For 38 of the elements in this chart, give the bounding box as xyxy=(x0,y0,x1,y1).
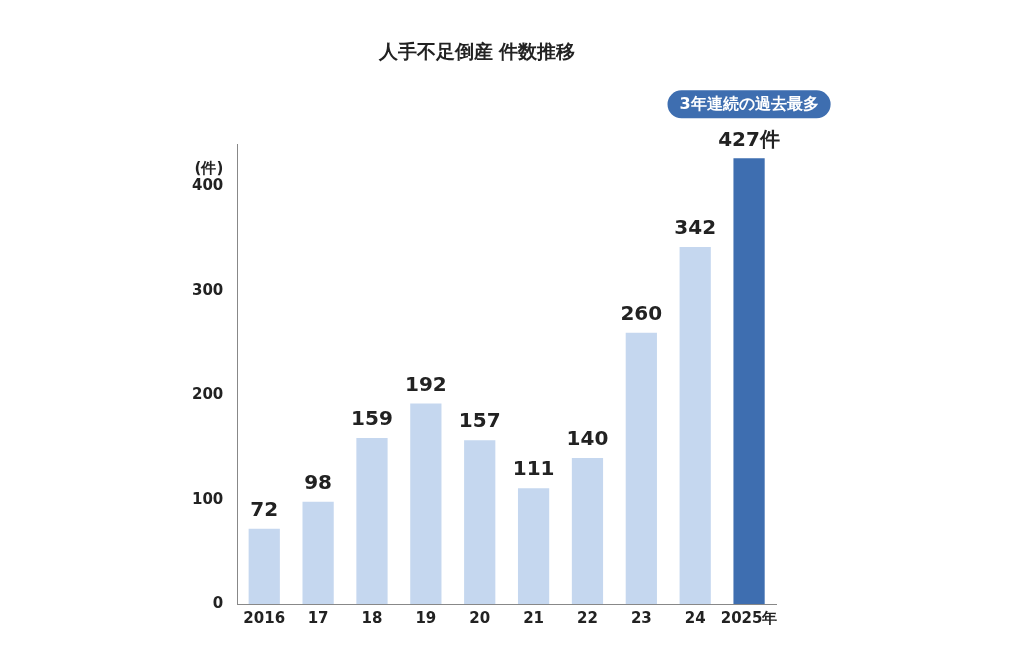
x-tick-label: 22 xyxy=(577,608,598,627)
data-label: 72 xyxy=(250,497,279,522)
bar xyxy=(517,488,550,604)
data-label: 192 xyxy=(404,371,447,396)
data-label: 342 xyxy=(674,215,717,240)
y-tick-label: 100 xyxy=(192,489,224,508)
x-tick-label: 23 xyxy=(630,608,652,627)
data-label: 427件 xyxy=(718,126,780,151)
bar xyxy=(625,332,657,604)
bar xyxy=(733,158,765,604)
data-label: 111 xyxy=(512,456,555,481)
x-tick-label: 19 xyxy=(415,608,437,627)
text: 3年連続の過去最多 xyxy=(679,93,819,113)
bar xyxy=(356,438,388,604)
y-tick-label: 300 xyxy=(192,280,224,299)
data-label: 260 xyxy=(620,300,663,325)
y-axis-title: (件) xyxy=(194,159,224,178)
x-tick-label: 20 xyxy=(469,608,491,627)
x-tick-label: 2016 xyxy=(243,608,286,627)
bar xyxy=(679,247,711,604)
data-label: 157 xyxy=(458,408,501,433)
y-tick-label: 200 xyxy=(192,385,224,404)
bar xyxy=(464,440,496,604)
y-tick-label: 400 xyxy=(192,176,224,195)
x-tick-label: 18 xyxy=(361,608,383,627)
bar xyxy=(571,457,604,604)
data-label: 159 xyxy=(351,406,393,431)
x-tick-label: 2025年 xyxy=(720,608,778,627)
x-tick-label: 17 xyxy=(307,608,329,627)
bar xyxy=(302,501,334,604)
x-tick-label: 21 xyxy=(523,608,545,627)
x-tick-label: 24 xyxy=(684,608,706,627)
bar xyxy=(248,528,280,604)
chart-title: 人手不足倒産 件数推移 xyxy=(377,40,576,63)
bar xyxy=(410,403,442,604)
data-label: 140 xyxy=(566,426,609,451)
y-tick-label: 0 xyxy=(212,593,224,612)
data-label: 98 xyxy=(304,469,333,494)
